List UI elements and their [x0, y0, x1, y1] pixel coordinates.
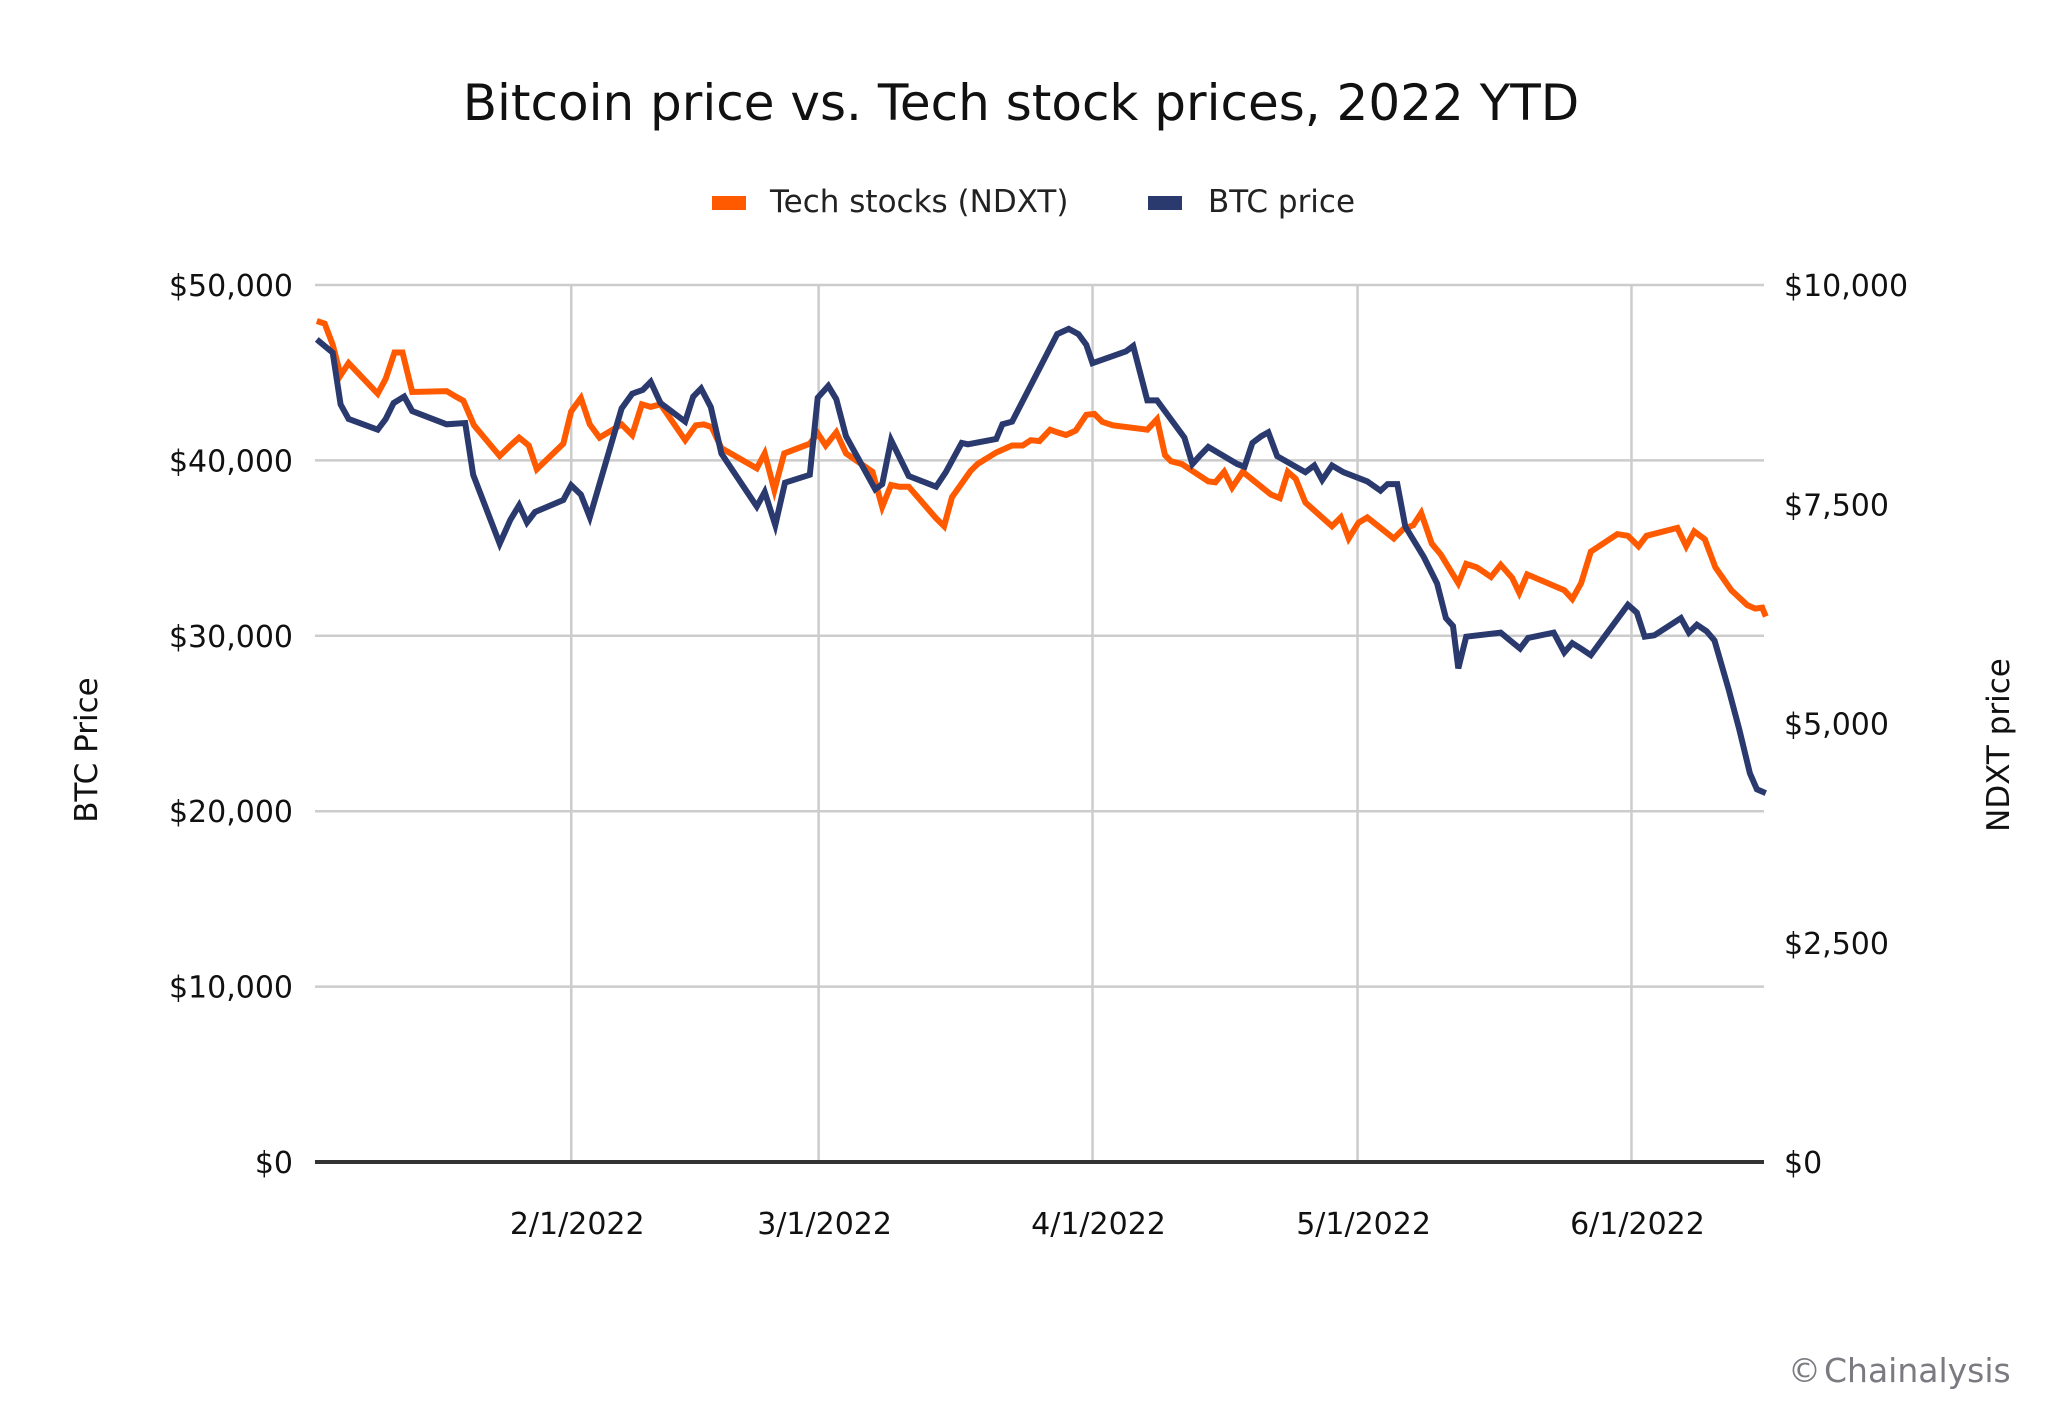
- copyright-icon: ©: [1788, 1351, 1821, 1390]
- chart-title: Bitcoin price vs. Tech stock prices, 202…: [463, 74, 1580, 132]
- watermark: © Chainalysis: [1788, 1351, 2011, 1390]
- watermark-text: Chainalysis: [1824, 1351, 2011, 1390]
- legend-swatch-ndxt: [712, 196, 746, 210]
- y2-tick-label: $10,000: [1784, 269, 1908, 304]
- y2-tick-label: $7,500: [1784, 488, 1889, 523]
- legend: Tech stocks (NDXT) BTC price: [712, 184, 1355, 220]
- x-tick-label: 6/1/2022: [1570, 1207, 1705, 1242]
- series-layer: [314, 318, 1769, 796]
- legend-item-ndxt[interactable]: Tech stocks (NDXT): [712, 184, 1068, 220]
- horizontal-gridlines: [315, 283, 1764, 988]
- x-tick-label: 4/1/2022: [1031, 1207, 1166, 1242]
- legend-item-btc[interactable]: BTC price: [1148, 184, 1355, 220]
- y2-tick-label: $0: [1784, 1146, 1822, 1181]
- right-axis-ticks: $0 $2,500 $5,000 $7,500 $10,000: [1784, 269, 1908, 1181]
- x-tick-label: 2/1/2022: [510, 1207, 645, 1242]
- y-tick-label: $40,000: [169, 444, 293, 479]
- left-axis-title: BTC Price: [69, 677, 105, 823]
- right-axis-title: NDXT price: [1981, 658, 2017, 832]
- legend-label-btc: BTC price: [1208, 184, 1355, 220]
- x-tick-label: 5/1/2022: [1296, 1207, 1431, 1242]
- y2-tick-label: $2,500: [1784, 927, 1889, 962]
- y-tick-label: $50,000: [169, 269, 293, 304]
- y-tick-label: $0: [255, 1146, 293, 1181]
- series-line-btc: [314, 325, 1767, 796]
- y-tick-label: $30,000: [169, 620, 293, 655]
- y2-tick-label: $5,000: [1784, 708, 1889, 743]
- y-tick-label: $20,000: [169, 795, 293, 830]
- left-axis-ticks: $0 $10,000 $20,000 $30,000 $40,000 $50,000: [169, 269, 293, 1181]
- vertical-gridlines: [569, 285, 1633, 1162]
- y-tick-label: $10,000: [169, 971, 293, 1006]
- x-tick-label: 3/1/2022: [757, 1207, 892, 1242]
- series-line-ndxt: [315, 318, 1769, 618]
- legend-swatch-btc: [1148, 196, 1182, 210]
- legend-label-ndxt: Tech stocks (NDXT): [769, 184, 1068, 220]
- x-axis-ticks: 2/1/2022 3/1/2022 4/1/2022 5/1/2022 6/1/2022: [510, 1207, 1705, 1242]
